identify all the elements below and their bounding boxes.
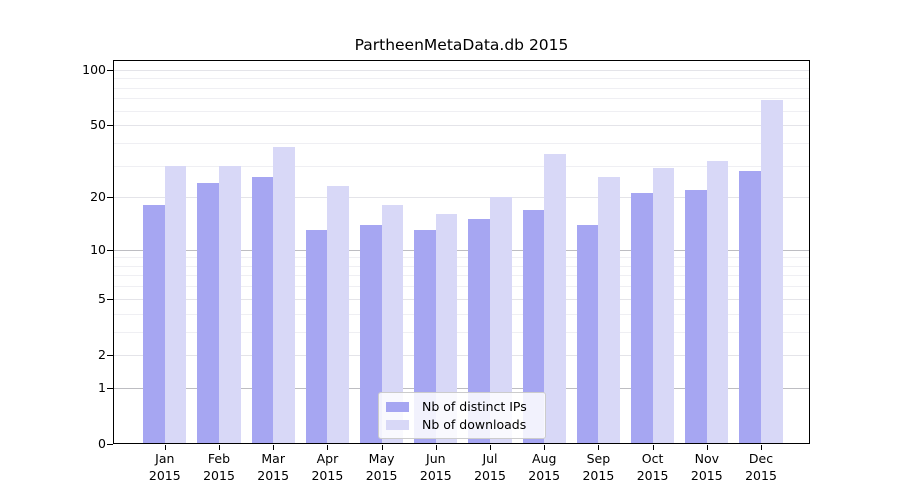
x-tick-mark: [652, 445, 654, 450]
x-tick-label-oct: Oct 2015: [636, 451, 669, 483]
gridline-y-8: [114, 265, 809, 267]
bar-nov-distinct-ips: [685, 189, 707, 443]
x-tick-mark: [164, 445, 166, 450]
bar-feb-downloads: [219, 165, 241, 443]
x-tick-mark: [273, 445, 275, 450]
gridline-y-9: [114, 257, 809, 259]
y-tick-mark: [107, 354, 113, 356]
y-tick-label-1: 1: [98, 379, 106, 395]
gridline-y-50: [114, 125, 809, 127]
bar-oct-distinct-ips: [630, 193, 653, 443]
bar-jan-downloads: [164, 165, 187, 443]
bar-sep-downloads: [598, 176, 621, 443]
x-tick-mark: [761, 445, 762, 450]
bar-jul-distinct-ips: [468, 219, 490, 443]
bar-jun-distinct-ips: [414, 230, 436, 443]
x-tick-label-jan: Jan 2015: [148, 451, 181, 483]
bar-aug-distinct-ips: [522, 209, 545, 443]
gridline-y-4: [114, 313, 809, 315]
bar-jun-downloads: [435, 214, 458, 443]
legend-item-distinct-ips: Nb of distinct IPs: [386, 399, 537, 414]
y-tick-mark: [107, 197, 113, 199]
bar-sep-distinct-ips: [576, 224, 599, 443]
bar-jul-downloads: [490, 197, 512, 443]
gridline-y-90: [114, 78, 809, 80]
y-tick-label-100: 100: [82, 61, 106, 77]
x-tick-label-dec: Dec 2015: [745, 451, 777, 483]
x-tick-label-jul: Jul 2015: [474, 451, 506, 483]
gridline-y-1: [114, 387, 809, 389]
x-tick-label-apr: Apr 2015: [311, 451, 344, 483]
x-tick-mark: [490, 445, 491, 450]
x-tick-label-feb: Feb 2015: [203, 451, 235, 483]
gridline-y-7: [114, 275, 809, 277]
x-tick-mark: [598, 445, 600, 450]
gridline-y-100: [114, 69, 809, 71]
x-tick-mark: [327, 445, 329, 450]
gridline-y-3: [114, 331, 809, 333]
gridline-y-30: [114, 165, 809, 167]
bar-may-distinct-ips: [359, 224, 382, 443]
legend-item-downloads: Nb of downloads: [386, 417, 537, 432]
legend-swatch-downloads-icon: [386, 419, 409, 430]
bar-jan-distinct-ips: [143, 205, 165, 443]
gridline-y-10: [114, 249, 809, 251]
y-tick-label-5: 5: [98, 290, 106, 306]
y-tick-mark: [107, 387, 113, 389]
bar-apr-downloads: [327, 186, 350, 443]
bar-oct-downloads: [652, 168, 675, 443]
y-tick-label-0: 0: [98, 436, 106, 451]
x-tick-label-nov: Nov 2015: [690, 451, 723, 483]
bar-mar-downloads: [273, 147, 295, 443]
bar-aug-downloads: [544, 153, 566, 443]
x-tick-label-sep: Sep 2015: [582, 451, 615, 483]
x-tick-label-may: May 2015: [365, 451, 398, 483]
y-tick-label-20: 20: [90, 189, 106, 205]
bar-dec-distinct-ips: [739, 171, 761, 443]
x-tick-mark: [219, 445, 220, 450]
bar-dec-downloads: [761, 99, 783, 443]
y-tick-label-2: 2: [98, 346, 106, 362]
x-tick-mark: [706, 445, 708, 450]
x-tick-mark: [435, 445, 437, 450]
bar-apr-distinct-ips: [305, 230, 328, 443]
gridline-y-60: [114, 110, 809, 112]
chart-title: PartheenMetaData.db 2015: [354, 36, 569, 54]
gridline-y-6: [114, 286, 809, 288]
y-tick-label-10: 10: [90, 241, 106, 257]
x-tick-mark: [544, 445, 546, 450]
y-tick-mark: [107, 444, 113, 445]
gridline-y-5: [114, 298, 809, 300]
legend: Nb of distinct IPs Nb of downloads: [378, 392, 546, 439]
gridline-y-70: [114, 98, 809, 100]
x-tick-label-jun: Jun 2015: [419, 451, 452, 483]
bar-may-downloads: [381, 205, 404, 443]
bar-nov-downloads: [706, 160, 729, 443]
legend-swatch-distinct-ips-icon: [386, 401, 409, 412]
legend-label-distinct-ips: Nb of distinct IPs: [422, 399, 527, 414]
y-tick-mark: [107, 125, 113, 127]
bar-mar-distinct-ips: [251, 176, 274, 443]
gridline-y-2: [114, 354, 809, 356]
y-tick-mark: [107, 249, 113, 251]
y-tick-mark: [107, 298, 113, 300]
x-tick-label-aug: Aug 2015: [528, 451, 561, 483]
y-tick-mark: [107, 69, 113, 71]
bar-feb-distinct-ips: [197, 183, 219, 443]
x-tick-mark: [381, 445, 383, 450]
x-tick-label-mar: Mar 2015: [257, 451, 290, 483]
gridline-y-80: [114, 87, 809, 89]
plot-area: [113, 60, 810, 444]
y-tick-label-50: 50: [90, 117, 106, 133]
legend-label-downloads: Nb of downloads: [422, 417, 527, 432]
gridline-y-20: [114, 197, 809, 199]
gridline-y-40: [114, 142, 809, 144]
